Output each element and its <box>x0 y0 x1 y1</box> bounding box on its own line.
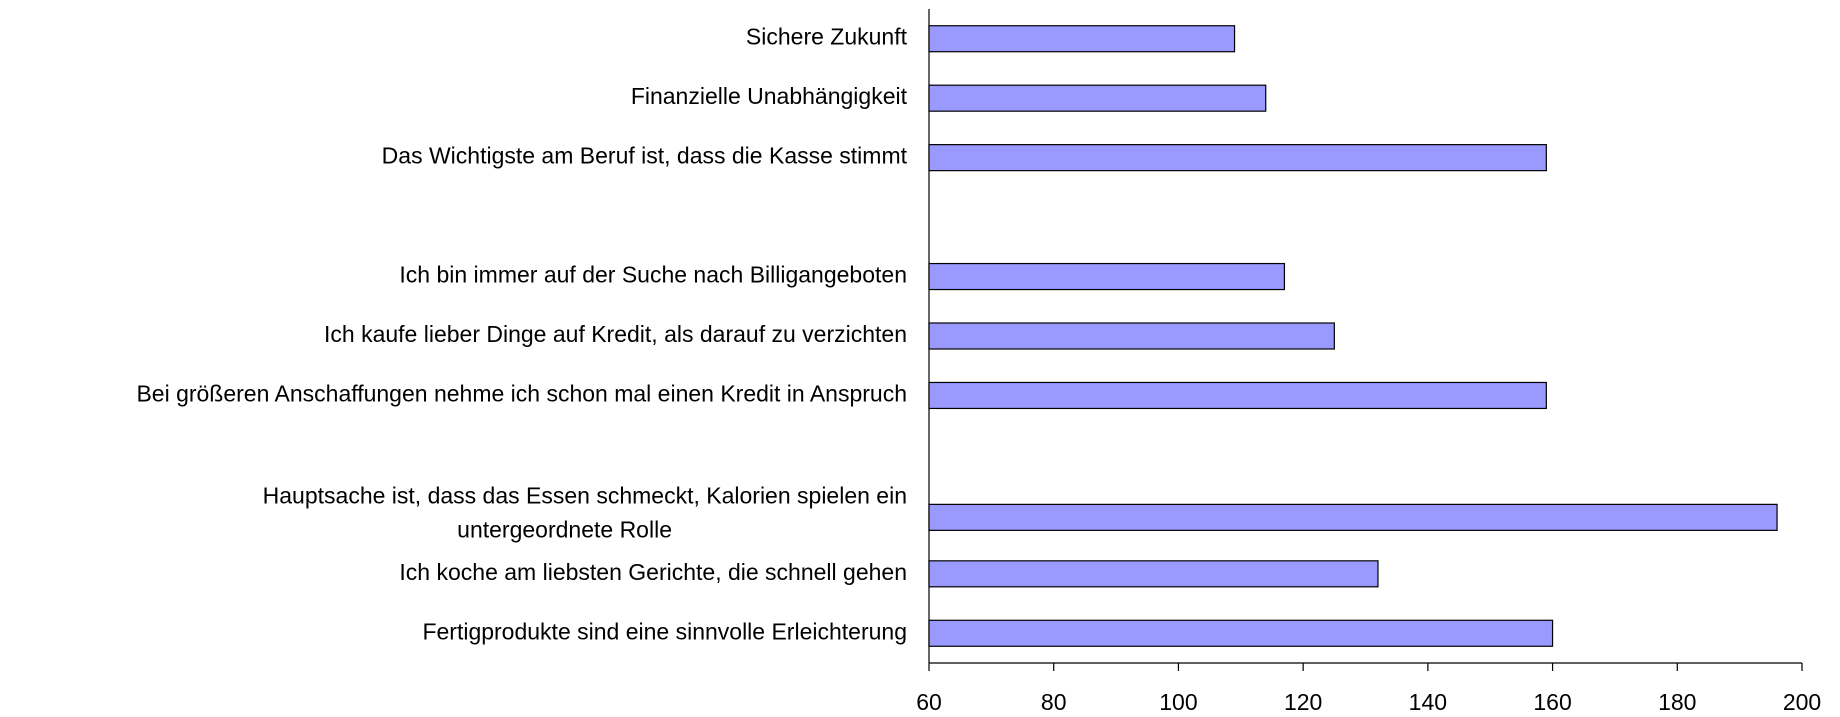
bar <box>928 619 1554 647</box>
y-tick-label: Ich bin immer auf der Suche nach Billiga… <box>399 262 907 288</box>
x-tick-label: 140 <box>1409 689 1447 715</box>
bar <box>928 144 1547 172</box>
y-tick-label: Bei größeren Anschaffungen nehme ich sch… <box>136 381 907 407</box>
bar <box>928 262 1286 291</box>
y-tick-label: Ich koche am liebsten Gerichte, die schn… <box>399 559 907 585</box>
bar <box>928 84 1267 112</box>
x-tick-label: 180 <box>1658 689 1696 715</box>
x-tick-label: 80 <box>1041 689 1067 715</box>
y-tick-label: Fertigprodukte sind eine sinnvolle Erlei… <box>422 618 907 644</box>
y-tick-label: Ich kaufe lieber Dinge auf Kredit, als d… <box>324 321 907 347</box>
bar <box>928 322 1335 350</box>
x-tick-label: 100 <box>1159 689 1197 715</box>
bar <box>928 560 1379 588</box>
bar <box>928 381 1547 410</box>
y-tick-label: Das Wichtigste am Beruf ist, dass die Ka… <box>382 143 908 169</box>
y-tick-label: Hauptsache ist, dass das Essen schmeckt,… <box>263 482 907 542</box>
bar <box>928 503 1778 531</box>
y-tick-label: Sichere Zukunft <box>746 24 908 50</box>
x-tick-label: 60 <box>916 689 942 715</box>
x-tick-label: 160 <box>1533 689 1571 715</box>
bar <box>928 25 1236 53</box>
y-tick-label: Finanzielle Unabhängigkeit <box>631 83 908 109</box>
x-tick-label: 120 <box>1284 689 1322 715</box>
x-tick-label: 200 <box>1783 689 1821 715</box>
